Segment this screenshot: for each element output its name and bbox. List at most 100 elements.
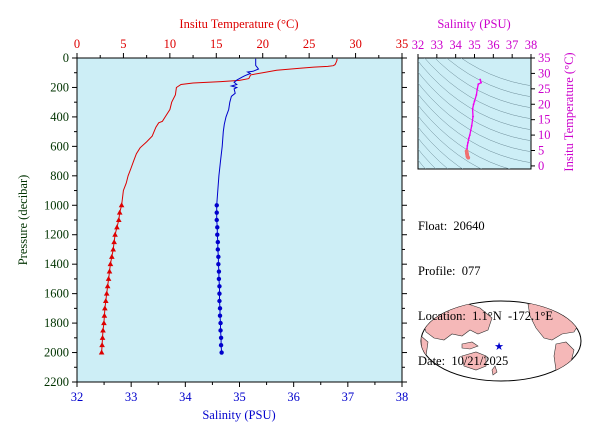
ts-data-point — [468, 134, 471, 136]
bottom-axis-tick-label: 36 — [287, 390, 300, 404]
temperature-data-point — [114, 224, 120, 230]
ts-data-point — [466, 144, 469, 147]
float-location-star-icon: ★ — [494, 340, 504, 353]
ts-data-point — [467, 137, 470, 140]
location: Location: 1.1°N -172.1°E — [418, 309, 553, 323]
temperature-data-point — [106, 268, 113, 274]
bottom-axis-label: Salinity (PSU) — [202, 408, 275, 422]
ts-x-axis-tick-label: 36 — [487, 38, 500, 52]
ts-series — [464, 78, 482, 160]
profile-plot-area — [76, 57, 403, 383]
salinity-data-point — [215, 225, 220, 230]
ts-data-point — [467, 141, 469, 144]
y-axis-tick-label: 200 — [50, 80, 69, 94]
salinity-data-point — [214, 217, 219, 223]
salinity-data-point — [218, 328, 223, 333]
temperature-data-point — [103, 290, 110, 296]
top-axis-label: Insitu Temperature (°C) — [179, 17, 298, 31]
salinity-data-point — [216, 261, 221, 267]
ts-y-axis-tick-label: 30 — [538, 66, 551, 80]
land-indonesia — [461, 341, 479, 350]
ts-data-point — [480, 81, 482, 84]
density-contour-line — [424, 58, 531, 119]
profile-axis-ticks — [72, 53, 407, 387]
ts-y-axis-tick-label: 15 — [538, 113, 551, 127]
ts-data-point — [471, 107, 474, 110]
ts-y-axis-label: Insitu Temperature (°C) — [562, 52, 576, 171]
ts-x-axis-tick-label: 32 — [412, 38, 425, 52]
salinity-data-point — [216, 276, 222, 282]
world-map: ★ — [420, 300, 582, 382]
top-axis-tick-label: 10 — [164, 37, 177, 51]
temperature-data-point — [105, 275, 112, 281]
ts-data-point — [472, 115, 474, 118]
land-australia — [461, 351, 487, 371]
ts-x-axis-tick-label: 37 — [506, 38, 519, 52]
temperature-data-point — [99, 342, 105, 348]
ts-x-axis-tick-label: 35 — [468, 38, 481, 52]
ts-upper-water-line — [466, 78, 482, 150]
top-axis-tick-label: 25 — [303, 37, 316, 51]
salinity-data-point — [214, 210, 219, 215]
ts-y-axis-tick-label: 20 — [538, 97, 551, 111]
ts-data-point — [476, 87, 479, 90]
ts-data-point — [479, 78, 482, 81]
bottom-axis-tick-label: 35 — [233, 390, 246, 404]
salinity-data-point — [219, 350, 224, 355]
salinity-data-point — [216, 254, 221, 260]
salinity-data-point — [214, 203, 219, 208]
ts-y-axis-tick-label: 5 — [538, 144, 544, 158]
salinity-data-point — [217, 291, 222, 296]
profile-markers — [98, 202, 224, 355]
temperature-data-point — [102, 305, 108, 311]
bottom-axis-tick-label: 33 — [125, 390, 138, 404]
ts-x-axis-tick-label: 34 — [449, 38, 462, 52]
salinity-data-point — [217, 313, 223, 318]
ts-y-axis-tick-label: 0 — [538, 159, 544, 173]
bottom-axis-tick-label: 32 — [71, 390, 84, 404]
ts-data-point — [466, 155, 471, 160]
ts-plot-area — [417, 57, 532, 170]
top-axis-tick-label: 0 — [74, 37, 80, 51]
density-contour-line — [460, 58, 531, 86]
y-axis-tick-label: 2000 — [44, 346, 69, 360]
ts-x-axis-label: Salinity (PSU) — [437, 17, 510, 31]
profile-chart: 0 5 10 15 20 25 30 35 32 33 34 35 36 37 38 0 200 400 600 80… — [16, 17, 408, 422]
land-new-zealand — [491, 365, 498, 376]
bottom-axis-tick-label: 37 — [342, 390, 355, 404]
float-id: Float: 20640 — [418, 219, 485, 233]
ts-y-axis-tick-label: 25 — [538, 82, 551, 96]
profile-number: Profile: 077 — [418, 264, 481, 278]
temperature-data-point — [109, 253, 115, 259]
density-contour-line — [418, 104, 511, 169]
salinity-data-point — [216, 269, 222, 274]
temperature-data-point — [101, 320, 107, 326]
temperature-data-point — [115, 217, 122, 222]
temperature-data-point — [107, 261, 114, 267]
ts-data-point — [469, 129, 472, 132]
density-contour-line — [418, 115, 483, 169]
temperature-data-point — [100, 327, 106, 333]
top-axis-tick-label: 5 — [120, 37, 126, 51]
y-axis-tick-label: 600 — [50, 139, 69, 153]
temperature-data-point — [112, 231, 118, 237]
temperature-data-point — [118, 202, 125, 208]
y-axis-tick-label: 1400 — [44, 257, 69, 271]
y-axis-tick-label: 1200 — [44, 228, 69, 242]
ts-y-axis-tick-label: 10 — [538, 128, 551, 142]
y-axis-tick-label: 1000 — [44, 198, 69, 212]
top-axis-tick-label: 15 — [210, 37, 223, 51]
salinity-data-point — [218, 342, 224, 348]
salinity-data-point — [215, 247, 221, 252]
salinity-data-point — [218, 335, 224, 341]
top-axis-tick-label: 35 — [396, 37, 409, 51]
ts-data-point — [473, 100, 476, 103]
temperature-data-point — [102, 298, 109, 303]
profile-tick-labels: 0 5 10 15 20 25 30 35 32 33 34 35 36 37 38 0 200 400 600 80… — [44, 37, 408, 404]
bottom-axis-tick-label: 38 — [396, 390, 409, 404]
ts-axis-ticks — [417, 54, 535, 167]
y-axis-tick-label: 800 — [50, 169, 69, 183]
bottom-axis-tick-label: 34 — [179, 390, 192, 404]
